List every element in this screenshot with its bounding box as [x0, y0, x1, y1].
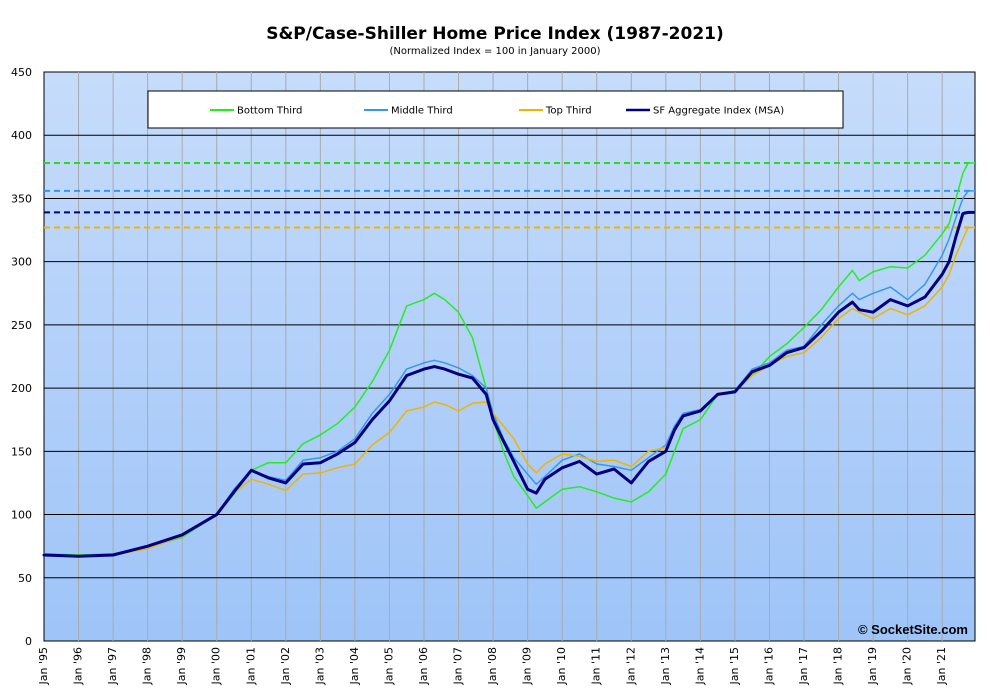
y-tick-label: 400	[11, 129, 32, 142]
y-tick-label: 300	[11, 256, 32, 269]
series-line	[42, 210, 975, 558]
x-tick-label: Jan '99	[175, 647, 188, 685]
series-line	[43, 190, 975, 558]
legend-label: SF Aggregate Index (MSA)	[653, 106, 784, 117]
x-tick-label: Jan '08	[486, 647, 499, 685]
x-tick-label: Jan '20	[901, 647, 914, 685]
credit-label: © SocketSite.com	[858, 622, 968, 637]
reference-lines	[44, 162, 975, 229]
chart-subtitle: (Normalized Index = 100 in January 2000)	[389, 46, 601, 57]
legend-label: Top Third	[545, 106, 592, 117]
y-tick-label: 0	[25, 635, 32, 648]
legend-label: Middle Third	[391, 106, 453, 117]
x-tick-label: Jan '18	[832, 647, 845, 685]
x-tick-label: Jan '19	[866, 647, 879, 685]
y-tick-label: 450	[11, 66, 32, 79]
legend-label: Bottom Third	[237, 106, 302, 117]
x-tick-label: Jan '01	[244, 647, 257, 685]
y-axis-ticks: 0 50 100 150 200 250 300 350 400 450	[11, 66, 32, 648]
y-tick-label: 150	[11, 445, 32, 458]
x-tick-label: Jan '07	[452, 647, 465, 685]
x-tick-label: Jan '09	[521, 647, 534, 685]
x-tick-label: Jan '98	[141, 647, 154, 685]
chart-title: S&P/Case-Shiller Home Price Index (1987-…	[266, 24, 724, 44]
x-axis-ticks: Jan '95 Jan '96 Jan '97 Jan '98 Jan '99 Jan '…	[37, 647, 948, 685]
x-tick-label: Jan '03	[313, 647, 326, 685]
x-tick-label: Jan '96	[72, 647, 85, 685]
y-tick-label: 50	[18, 572, 32, 585]
x-tick-label: Jan '13	[659, 647, 672, 685]
x-tick-label: Jan '02	[279, 647, 292, 685]
y-tick-label: 100	[11, 509, 32, 522]
vertical-gridlines	[78, 72, 943, 641]
legend: Bottom Third Middle Third Top Third SF Aggr…	[210, 106, 784, 117]
series-line	[43, 162, 975, 556]
series-line	[43, 226, 975, 558]
x-tick-label: Jan '11	[590, 647, 603, 685]
y-tick-label: 200	[11, 382, 32, 395]
x-tick-label: Jan '97	[106, 647, 119, 685]
x-tick-label: Jan '16	[762, 647, 775, 685]
x-tick-label: Jan '00	[210, 647, 223, 685]
x-tick-label: Jan '10	[555, 647, 568, 685]
y-tick-label: 350	[11, 192, 32, 205]
legend-box	[147, 90, 844, 129]
x-tick-label: Jan '21	[935, 647, 948, 685]
x-tick-label: Jan '05	[382, 647, 395, 685]
x-tick-label: Jan '06	[417, 647, 430, 685]
x-tick-label: Jan '15	[728, 647, 741, 685]
x-tick-label: Jan '14	[693, 647, 706, 685]
y-tick-label: 250	[11, 319, 32, 332]
x-tick-label: Jan '95	[37, 647, 50, 685]
x-tick-label: Jan '04	[348, 647, 361, 685]
x-tick-label: Jan '17	[797, 647, 810, 685]
plot-area	[43, 71, 976, 642]
x-tick-label: Jan '12	[624, 647, 637, 685]
series-lines	[42, 162, 975, 558]
